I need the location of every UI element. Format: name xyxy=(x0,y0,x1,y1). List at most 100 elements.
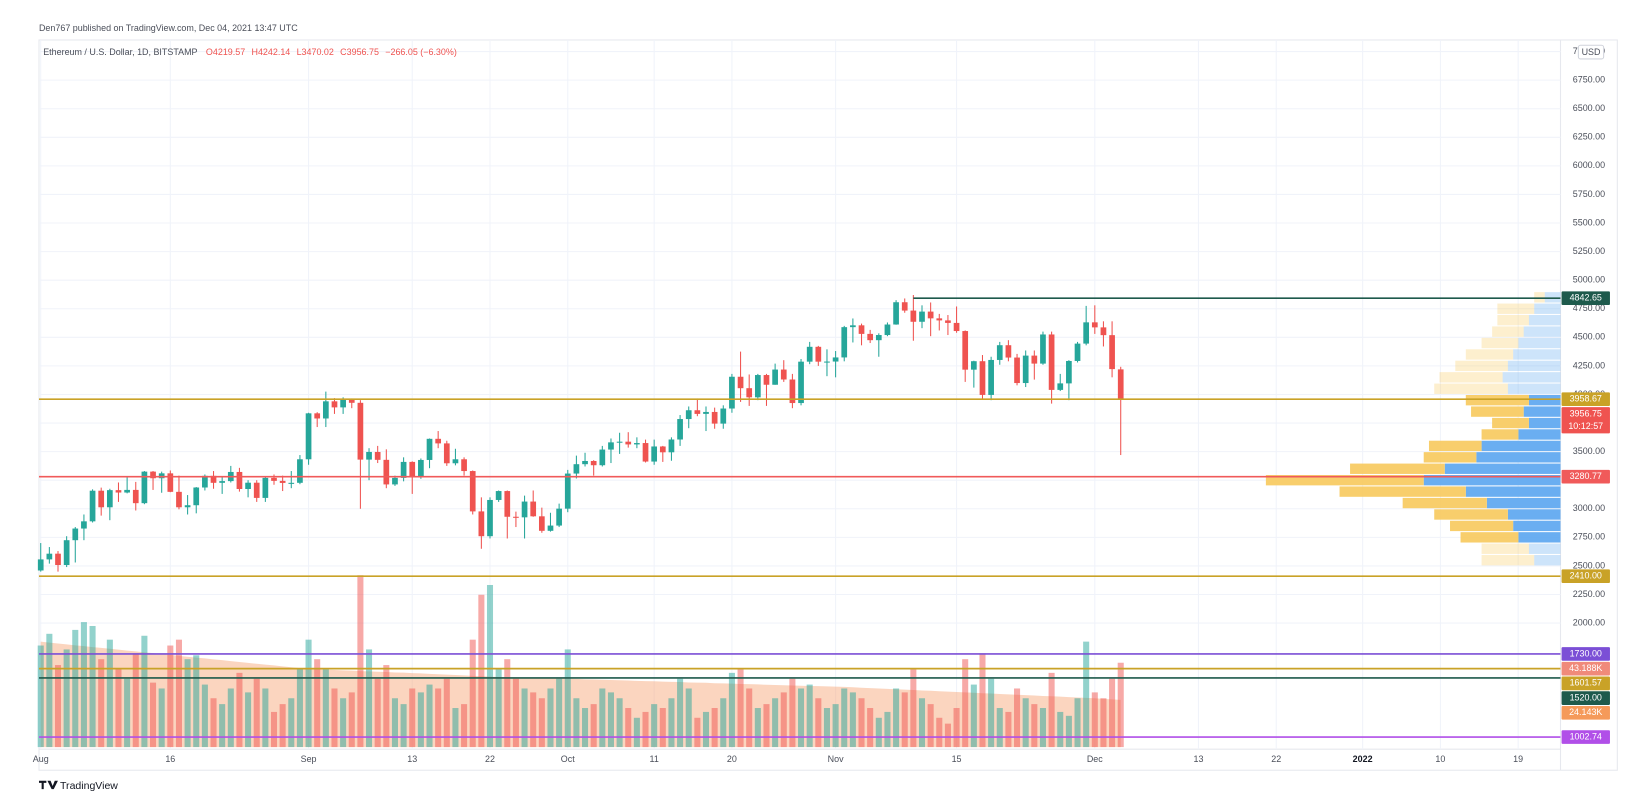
candle-body xyxy=(953,322,960,332)
y-tick-label: 5500.00 xyxy=(1573,217,1605,227)
candle-body xyxy=(1040,334,1046,364)
candle-body xyxy=(1005,345,1012,358)
y-tick-label: 2500.00 xyxy=(1573,560,1605,570)
profile-down-bar xyxy=(1481,429,1519,440)
volume-bar xyxy=(227,688,234,748)
volume-bar xyxy=(772,698,779,748)
y-tick-label: 5250.00 xyxy=(1573,246,1605,256)
candle-body xyxy=(625,441,632,445)
candle-body xyxy=(426,438,433,460)
volume-bar xyxy=(798,688,805,748)
profile-down-bar xyxy=(1350,463,1445,474)
volume-bar xyxy=(366,649,373,748)
volume-bar xyxy=(469,639,476,748)
candle-body xyxy=(452,459,459,464)
volume-bar xyxy=(374,678,381,748)
level-badge xyxy=(1561,647,1610,661)
profile-up-bar xyxy=(1465,486,1561,497)
volume-bar xyxy=(495,668,502,748)
profile-up-bar xyxy=(1476,452,1561,463)
volume-bar xyxy=(875,717,882,748)
candle-body xyxy=(772,369,778,385)
candle-body xyxy=(89,490,96,522)
y-tick-label: 2000.00 xyxy=(1573,617,1605,627)
volume-bar xyxy=(288,698,295,748)
ohlc-legend: O4219.57 H4242.14 L3470.02 C3956.75 −266.05 … xyxy=(206,47,457,57)
profile-down-bar xyxy=(1450,520,1514,532)
profile-down-bar xyxy=(1434,509,1508,520)
candle-body xyxy=(314,413,321,419)
legend-value: O4219.57 xyxy=(206,47,245,57)
currency-box[interactable] xyxy=(1577,44,1605,60)
candle-body xyxy=(374,451,381,460)
volume-bar xyxy=(305,639,312,748)
chart-frame xyxy=(38,39,1618,771)
volume-badge xyxy=(1561,661,1610,676)
level-badge xyxy=(1561,291,1610,305)
x-tick-label: 13 xyxy=(1194,754,1204,764)
volume-bar xyxy=(780,692,787,748)
profile-down-bar xyxy=(1497,303,1535,314)
candle-body xyxy=(694,410,701,414)
badge-label: 1520.00 xyxy=(1570,692,1602,702)
candle-body xyxy=(253,482,260,498)
volume-bar xyxy=(849,692,856,748)
candle-body xyxy=(1022,355,1029,384)
profile-up-bar xyxy=(1507,360,1561,372)
x-tick-label: 19 xyxy=(1513,754,1523,764)
volume-bar xyxy=(659,708,666,748)
candle-body xyxy=(37,559,44,571)
profile-up-bar xyxy=(1444,463,1561,474)
volume-bar xyxy=(296,668,303,748)
candle-body xyxy=(262,477,269,498)
volume-bar xyxy=(426,684,433,748)
volume-bar xyxy=(607,692,614,748)
volume-bar xyxy=(37,645,44,748)
candle-body xyxy=(651,446,658,462)
y-tick-label: 4500.00 xyxy=(1573,332,1605,342)
volume-bar xyxy=(918,698,926,748)
profile-up-bar xyxy=(1486,497,1561,509)
volume-bar xyxy=(391,698,398,748)
candle-body xyxy=(806,346,813,362)
profile-down-bar xyxy=(1465,349,1514,360)
currency[interactable]: USD xyxy=(1582,47,1601,57)
volume-bar xyxy=(340,698,347,748)
volume-bar xyxy=(694,717,701,748)
candle-body xyxy=(703,411,709,414)
candle-body xyxy=(634,443,640,445)
volume-bar xyxy=(633,717,640,748)
volume-pane xyxy=(37,575,1124,748)
volume-bar xyxy=(720,698,727,748)
candle-body xyxy=(910,310,917,322)
x-tick-label: 15 xyxy=(952,754,962,764)
profile-down-bar xyxy=(1492,326,1524,337)
profile-down-bar xyxy=(1339,486,1466,497)
candle-body xyxy=(746,388,753,398)
candle-body xyxy=(729,376,735,409)
candle-body xyxy=(115,490,122,493)
x-tick-label: 10 xyxy=(1435,754,1445,764)
y-tick-label: 6000.00 xyxy=(1573,160,1605,170)
published-note: Den767 published on TradingView.com, Dec… xyxy=(39,23,298,33)
badge-label: 10:12:57 xyxy=(1568,421,1603,431)
volume-bar xyxy=(1083,641,1090,748)
volume-bar xyxy=(1031,704,1038,748)
badge-label: 43.188K xyxy=(1569,663,1602,673)
candle-body xyxy=(366,451,372,460)
badge-label: 1730.00 xyxy=(1570,648,1602,658)
candle-body xyxy=(720,408,727,424)
profile-down-bar xyxy=(1465,394,1529,406)
volume-bar xyxy=(927,704,934,748)
candle-body xyxy=(184,505,191,508)
candle-body xyxy=(608,442,614,450)
volume-bar xyxy=(400,704,407,748)
candle-body xyxy=(858,325,865,334)
candle-body xyxy=(556,508,562,526)
candle-body xyxy=(348,399,355,403)
volume-bar xyxy=(1117,662,1124,748)
y-tick-label: 6750.00 xyxy=(1573,75,1605,85)
volume-bar xyxy=(979,653,986,748)
candle-body xyxy=(106,490,113,508)
badge-label: 2410.00 xyxy=(1570,571,1602,581)
